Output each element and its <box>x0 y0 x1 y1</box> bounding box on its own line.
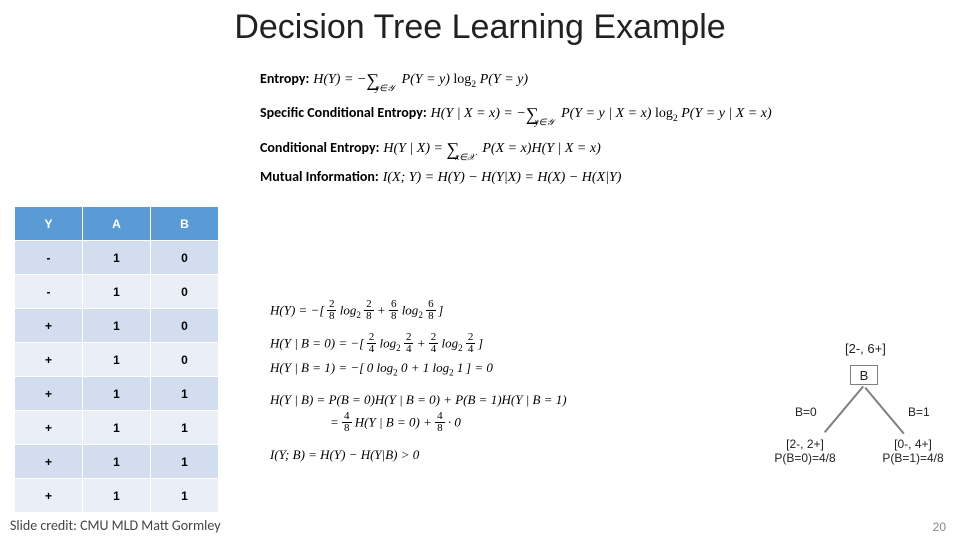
conditional-entropy-formula: Conditional Entropy: H(Y | X) = ∑x∈𝒳 P(X… <box>260 129 960 163</box>
entropy-math: H(Y) = −∑y∈𝒴 P(Y = y) log2 P(Y = y) <box>313 72 528 87</box>
entropy-label: Entropy: <box>260 70 309 87</box>
table-row: +11 <box>15 479 219 513</box>
root-counts: [2-, 6+] <box>845 341 886 356</box>
table-row: -10 <box>15 241 219 275</box>
col-Y: Y <box>15 207 83 241</box>
table-row: -10 <box>15 275 219 309</box>
ce-label: Conditional Entropy: <box>260 139 379 156</box>
slide: Decision Tree Learning Example Entropy: … <box>0 0 960 540</box>
table-row: +10 <box>15 309 219 343</box>
sce-label: Specific Conditional Entropy: <box>260 104 427 121</box>
table-row: +11 <box>15 377 219 411</box>
data-table: Y A B -10 -10 +10 +10 +11 +11 +11 +11 <box>14 206 219 513</box>
mi-math: I(X; Y) = H(Y) − H(Y|X) = H(X) − H(X|Y) <box>383 170 622 185</box>
mi-label: Mutual Information: <box>260 168 379 185</box>
hyb-eval-row: = 48 H(Y | B = 0) + 48 · 0 <box>270 412 710 435</box>
mutual-information-formula: Mutual Information: I(X; Y) = H(Y) − H(Y… <box>260 163 960 192</box>
edge-label-right: B=1 <box>908 405 930 419</box>
table-row: +11 <box>15 411 219 445</box>
slide-credit: Slide credit: CMU MLD Matt Gormley <box>10 517 221 534</box>
ce-math: H(Y | X) = ∑x∈𝒳 P(X = x)H(Y | X = x) <box>383 141 600 156</box>
col-A: A <box>83 207 151 241</box>
edge-label-left: B=0 <box>795 405 817 419</box>
leaf-right: [0-, 4+] P(B=1)=4/8 <box>868 437 958 465</box>
table-row: +11 <box>15 445 219 479</box>
slide-title: Decision Tree Learning Example <box>0 8 960 47</box>
tree-edge-left <box>824 386 864 433</box>
leaf-right-counts: [0-, 4+] <box>868 437 958 451</box>
hyb0-row: H(Y | B = 0) = −[ 24 log2 24 + 24 log2 2… <box>270 333 710 356</box>
page-number: 20 <box>933 520 946 534</box>
sce-math: H(Y | X = x) = −∑y∈𝒴 P(Y = y | X = x) lo… <box>431 106 772 121</box>
leaf-left: [2-, 2+] P(B=0)=4/8 <box>760 437 850 465</box>
specific-conditional-entropy-formula: Specific Conditional Entropy: H(Y | X = … <box>260 94 960 128</box>
hyb1-row: H(Y | B = 1) = −[ 0 log2 0 + 1 log2 1 ] … <box>270 358 710 380</box>
hyb-row: H(Y | B) = P(B = 0)H(Y | B = 0) + P(B = … <box>270 390 710 410</box>
definition-formulas: Entropy: H(Y) = −∑y∈𝒴 P(Y = y) log2 P(Y … <box>260 60 960 192</box>
leaf-right-prob: P(B=1)=4/8 <box>868 451 958 465</box>
leaf-left-counts: [2-, 2+] <box>760 437 850 451</box>
hy-row: H(Y) = −[ 28 log2 28 + 68 log2 68 ] <box>270 300 710 323</box>
col-B: B <box>151 207 219 241</box>
leaf-left-prob: P(B=0)=4/8 <box>760 451 850 465</box>
table-row: +10 <box>15 343 219 377</box>
tree-edge-right <box>865 387 905 434</box>
worked-computations: H(Y) = −[ 28 log2 28 + 68 log2 68 ] H(Y … <box>270 300 710 467</box>
table-header-row: Y A B <box>15 207 219 241</box>
tree-node-B: B <box>850 365 878 385</box>
ig-row: I(Y; B) = H(Y) − H(Y|B) > 0 <box>270 445 710 465</box>
entropy-formula: Entropy: H(Y) = −∑y∈𝒴 P(Y = y) log2 P(Y … <box>260 60 960 94</box>
